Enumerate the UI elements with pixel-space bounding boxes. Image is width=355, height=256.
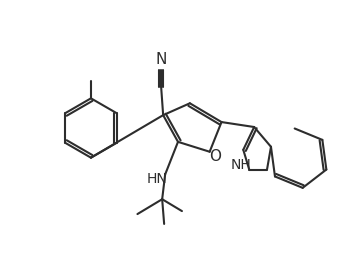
Text: O: O <box>209 149 222 164</box>
Text: HN: HN <box>147 173 168 186</box>
Text: NH: NH <box>231 158 252 172</box>
Text: N: N <box>155 52 167 67</box>
